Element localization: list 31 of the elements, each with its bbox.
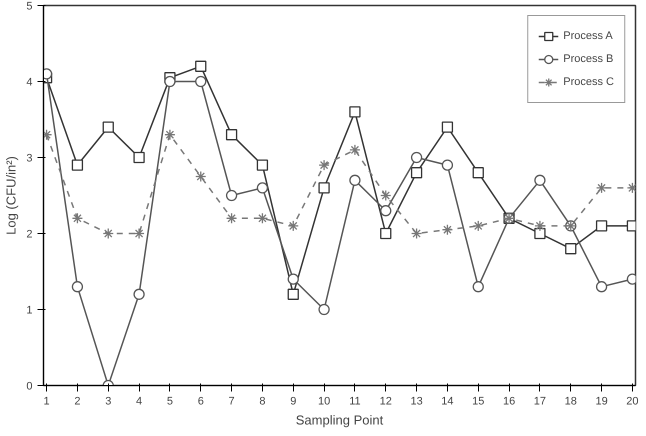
x-tick-label: 19 [595, 396, 608, 408]
x-tick-label: 8 [259, 396, 266, 408]
x-tick-label: 17 [534, 396, 546, 408]
y-tick-label: 2 [26, 228, 33, 240]
x-tick-label: 5 [166, 396, 173, 408]
x-tick-label: 7 [228, 396, 235, 408]
x-tick-label: 12 [380, 396, 392, 408]
y-tick-label: 5 [26, 0, 33, 12]
x-tick-label: 1 [44, 396, 50, 408]
y-tick-label: 0 [26, 380, 33, 392]
x-axis-title: Sampling Point [296, 412, 384, 428]
x-tick-label: 3 [105, 396, 112, 408]
x-tick-label: 9 [290, 396, 296, 408]
y-tick-label: 4 [26, 76, 33, 88]
x-tick-label: 4 [136, 396, 142, 408]
x-tick-label: 11 [349, 396, 361, 408]
x-tick-label: 16 [502, 396, 516, 408]
legend-label: Process C [563, 76, 614, 88]
y-tick-label: 1 [26, 304, 33, 316]
x-tick-label: 15 [472, 396, 484, 408]
x-tick-label: 10 [318, 396, 330, 408]
x-tick-label: 13 [410, 396, 423, 408]
y-axis-title: Log (CFU/in²) [3, 156, 18, 235]
legend-label: Process B [563, 53, 614, 65]
x-tick-label: 14 [441, 396, 454, 408]
x-tick-label: 18 [564, 396, 577, 408]
legend-label: Process A [563, 30, 613, 42]
x-tick-label: 2 [74, 396, 80, 408]
x-tick-label: 20 [626, 396, 639, 408]
y-tick-label: 3 [26, 152, 33, 164]
x-tick-label: 6 [198, 396, 204, 408]
